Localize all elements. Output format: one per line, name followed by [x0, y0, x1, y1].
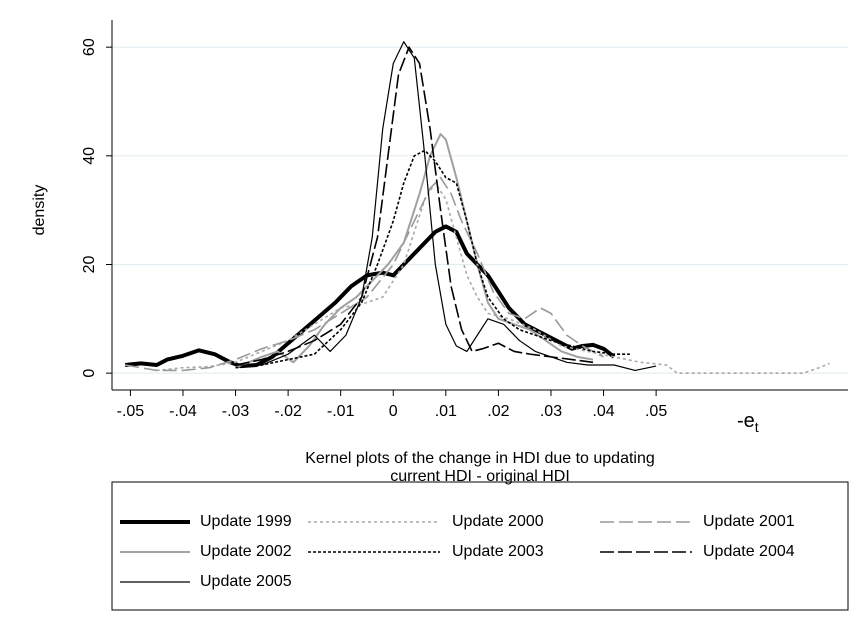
legend-label: Update 2000 [452, 513, 544, 530]
series-line [235, 149, 630, 369]
x-tick-label: .05 [645, 403, 667, 420]
y-axis-title: density [31, 185, 48, 236]
legend-box [111, 481, 849, 611]
x-axis-title: Kernel plots of the change in HDI due to… [305, 450, 655, 467]
x-tick-label: -.05 [117, 403, 145, 420]
x-tick-label: 0 [389, 403, 398, 420]
series-line [235, 46, 594, 366]
x-symbol-main: -e [737, 410, 755, 432]
x-axis-title: current HDI - original HDI [390, 468, 570, 485]
series-line [124, 224, 616, 369]
x-tick-label: -.04 [169, 403, 197, 420]
legend-label: Update 2005 [200, 573, 292, 590]
y-tick-label: 60 [81, 38, 98, 56]
x-symbol: -et [737, 410, 759, 434]
x-tick-label: -.03 [222, 403, 250, 420]
legend-label: Update 2002 [200, 543, 292, 560]
legend-label: Update 2001 [703, 513, 795, 530]
x-tick-label: .03 [540, 403, 562, 420]
x-symbol-sub: t [755, 419, 759, 435]
y-tick-label: 40 [81, 147, 98, 165]
legend-label: Update 2003 [452, 543, 544, 560]
legend-label: Update 1999 [200, 513, 292, 530]
series-line [125, 176, 604, 372]
x-tick-label: -.02 [274, 403, 302, 420]
y-tick-label: 20 [81, 255, 98, 273]
series-line [156, 182, 830, 374]
x-tick-label: .01 [435, 403, 457, 420]
x-tick-label: -.01 [327, 403, 355, 420]
series-line [235, 41, 657, 372]
legend-label: Update 2004 [703, 543, 795, 560]
y-tick-label: 0 [81, 369, 98, 378]
x-tick-label: .02 [487, 403, 509, 420]
x-tick-label: .04 [592, 403, 614, 420]
